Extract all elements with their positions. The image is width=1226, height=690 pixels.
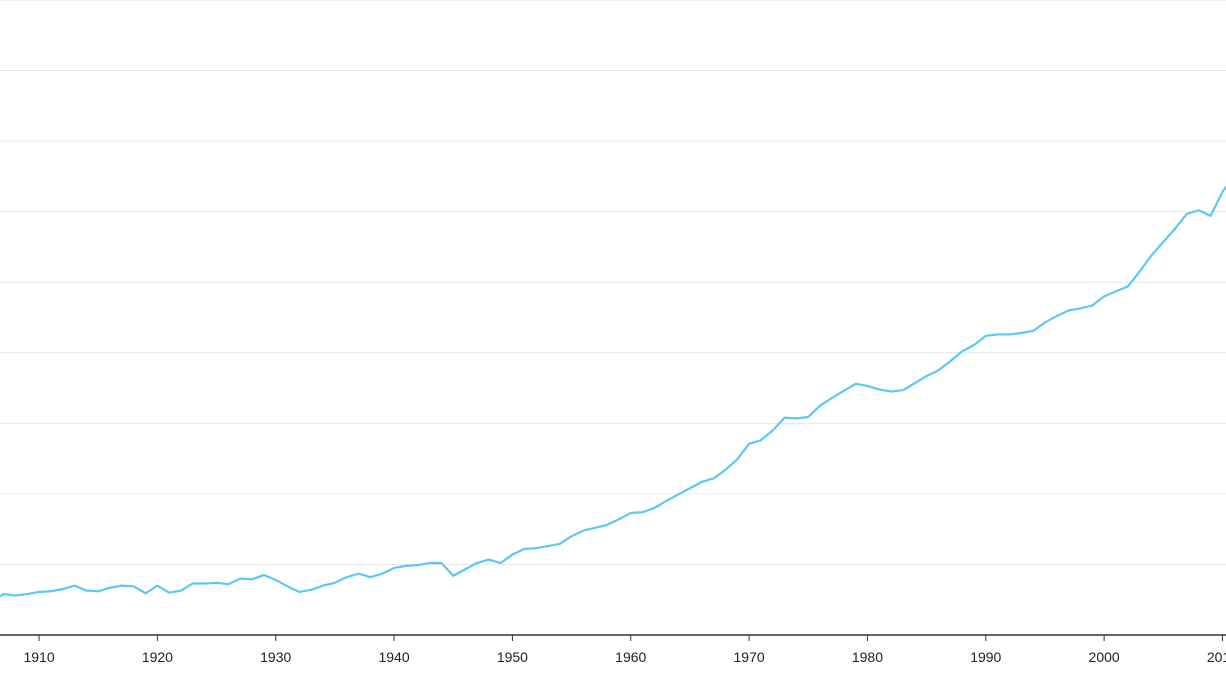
- x-tick-label-2000: 2000: [1089, 649, 1120, 665]
- series-layer: [0, 185, 1226, 598]
- x-tick-label-1980: 1980: [852, 649, 883, 665]
- x-tick-label-2010: 2010: [1207, 649, 1226, 665]
- x-tick-label-1940: 1940: [378, 649, 409, 665]
- gridlines: [0, 0, 1226, 565]
- x-tick-label-1990: 1990: [970, 649, 1001, 665]
- x-axis: 1910 1920 1930 1940 1950 1960 1970 1980 1990 2000…: [0, 634, 1226, 665]
- x-tick-label-1970: 1970: [734, 649, 765, 665]
- x-tick-label-1920: 1920: [142, 649, 173, 665]
- x-tick-label-1910: 1910: [23, 649, 54, 665]
- x-tick-label-1930: 1930: [260, 649, 291, 665]
- x-tick-label-1960: 1960: [615, 649, 646, 665]
- x-tick-label-1950: 1950: [497, 649, 528, 665]
- series-line-0: [0, 185, 1226, 598]
